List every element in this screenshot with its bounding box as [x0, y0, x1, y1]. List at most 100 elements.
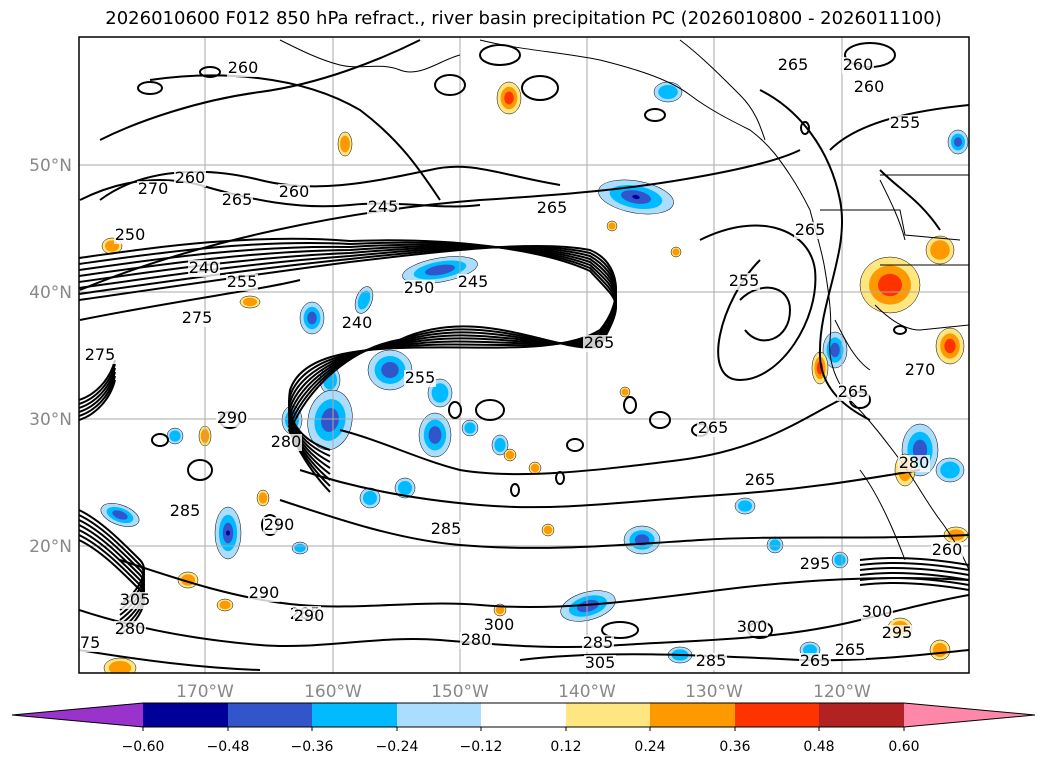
precip-patch	[560, 590, 616, 622]
coastline	[834, 319, 871, 371]
precip-patch	[359, 487, 381, 509]
contour-loop	[475, 399, 505, 421]
contour-label: 290	[249, 583, 280, 602]
contour-label: 245	[458, 272, 489, 291]
contour-label: 300	[862, 602, 893, 621]
contour-label: 290	[217, 408, 248, 427]
precip-patch	[831, 551, 849, 569]
precip-patch	[100, 503, 140, 527]
refractivity-contours	[79, 39, 969, 671]
precip-patch	[766, 536, 784, 554]
contour-label-bg	[114, 621, 146, 638]
contour-line	[699, 224, 817, 382]
contour-label-bg	[460, 632, 492, 649]
precip-patch	[947, 129, 969, 155]
contour-line	[79, 539, 145, 636]
contour-label-bg	[270, 434, 302, 451]
contour-line	[279, 499, 969, 549]
contour-label-bg	[181, 310, 213, 327]
contour-label: 265	[222, 190, 253, 209]
contour-label-bg	[728, 273, 760, 290]
lat-label: 50°N	[29, 156, 72, 176]
lon-label: 130°W	[685, 682, 743, 702]
precip-patch	[503, 448, 517, 462]
map-frame	[78, 36, 970, 674]
contour-label: 275	[182, 308, 213, 327]
contour-label-bg	[799, 556, 831, 573]
contour-label-bg	[293, 608, 325, 625]
precip-patch	[653, 81, 683, 103]
contour-line	[79, 529, 145, 626]
contour-loop	[448, 401, 462, 419]
contour-line	[79, 149, 801, 291]
precip-patch	[859, 256, 921, 314]
precip-patch	[103, 657, 137, 673]
precip-patch	[216, 598, 234, 612]
coastline	[809, 209, 851, 401]
contour-loop	[187, 459, 213, 481]
contour-label: 250	[404, 278, 435, 297]
contour-label: 265	[537, 198, 568, 217]
contour-label-bg	[430, 521, 462, 538]
contour-loop	[800, 121, 810, 135]
contour-line	[79, 509, 145, 606]
precip-patch	[256, 489, 270, 507]
lat-label: 20°N	[29, 537, 72, 557]
contour-label: 280	[461, 630, 492, 649]
contour-label-bg	[536, 200, 568, 217]
colorbar-cell	[228, 703, 312, 727]
contour-label: 240	[342, 313, 373, 332]
contour-label-bg	[84, 347, 116, 364]
colorbar-cell	[312, 703, 397, 727]
contour-label-bg	[842, 57, 874, 74]
contour-line	[79, 367, 116, 409]
colorbar-tick-label: −0.12	[460, 739, 503, 755]
contour-loop	[199, 66, 221, 78]
coastline	[279, 39, 461, 73]
contour-label: 280	[115, 619, 146, 638]
contour-line	[149, 74, 441, 201]
contour-label: 260	[932, 540, 963, 559]
contour-label: 270	[138, 179, 169, 198]
lon-label: 160°W	[304, 682, 362, 702]
contour-line	[79, 594, 969, 649]
precip-patch	[239, 295, 261, 309]
colorbar-over-arrow	[904, 703, 1035, 727]
colorbar-tick-label: −0.36	[291, 739, 334, 755]
contour-label-bg	[583, 335, 615, 352]
contour-loop	[566, 438, 584, 452]
contour-label-bg	[695, 653, 727, 670]
precip-patch	[670, 246, 682, 258]
contour-label: 265	[835, 640, 866, 659]
coastline	[820, 209, 961, 241]
map-title: 2026010600 F012 850 hPa refract., river …	[105, 8, 942, 29]
contour-labels: 260 265 260 260 255 270 260 265 260 245 265 250 240 2…	[79, 55, 963, 672]
precip-patch	[935, 327, 965, 365]
contour-label-bg	[834, 642, 866, 659]
contour-line	[99, 165, 561, 201]
contour-label-bg	[114, 227, 146, 244]
contour-label-bg	[119, 592, 151, 609]
contour-label: 280	[899, 453, 930, 472]
precip-patch	[461, 419, 479, 437]
contour-loop	[649, 411, 671, 429]
contour-label-bg	[221, 192, 253, 209]
contour-label-bg	[174, 170, 206, 187]
contour-label: 245	[368, 197, 399, 216]
contour-label-bg	[278, 184, 310, 201]
contour-label: 260	[854, 77, 885, 96]
precip-patch	[734, 497, 756, 515]
contour-line	[859, 566, 969, 576]
contour-line	[79, 375, 116, 417]
precip-patch	[214, 506, 242, 560]
contour-label: 300	[737, 617, 768, 636]
contour-label-bg	[799, 653, 831, 670]
contour-label: 285	[431, 519, 462, 538]
precip-patch	[541, 523, 555, 537]
contour-label: 250	[115, 225, 146, 244]
colorbar-cell	[143, 703, 228, 727]
contour-label-bg	[736, 619, 768, 636]
contour-label-bg	[889, 115, 921, 132]
lon-label: 140°W	[558, 682, 616, 702]
